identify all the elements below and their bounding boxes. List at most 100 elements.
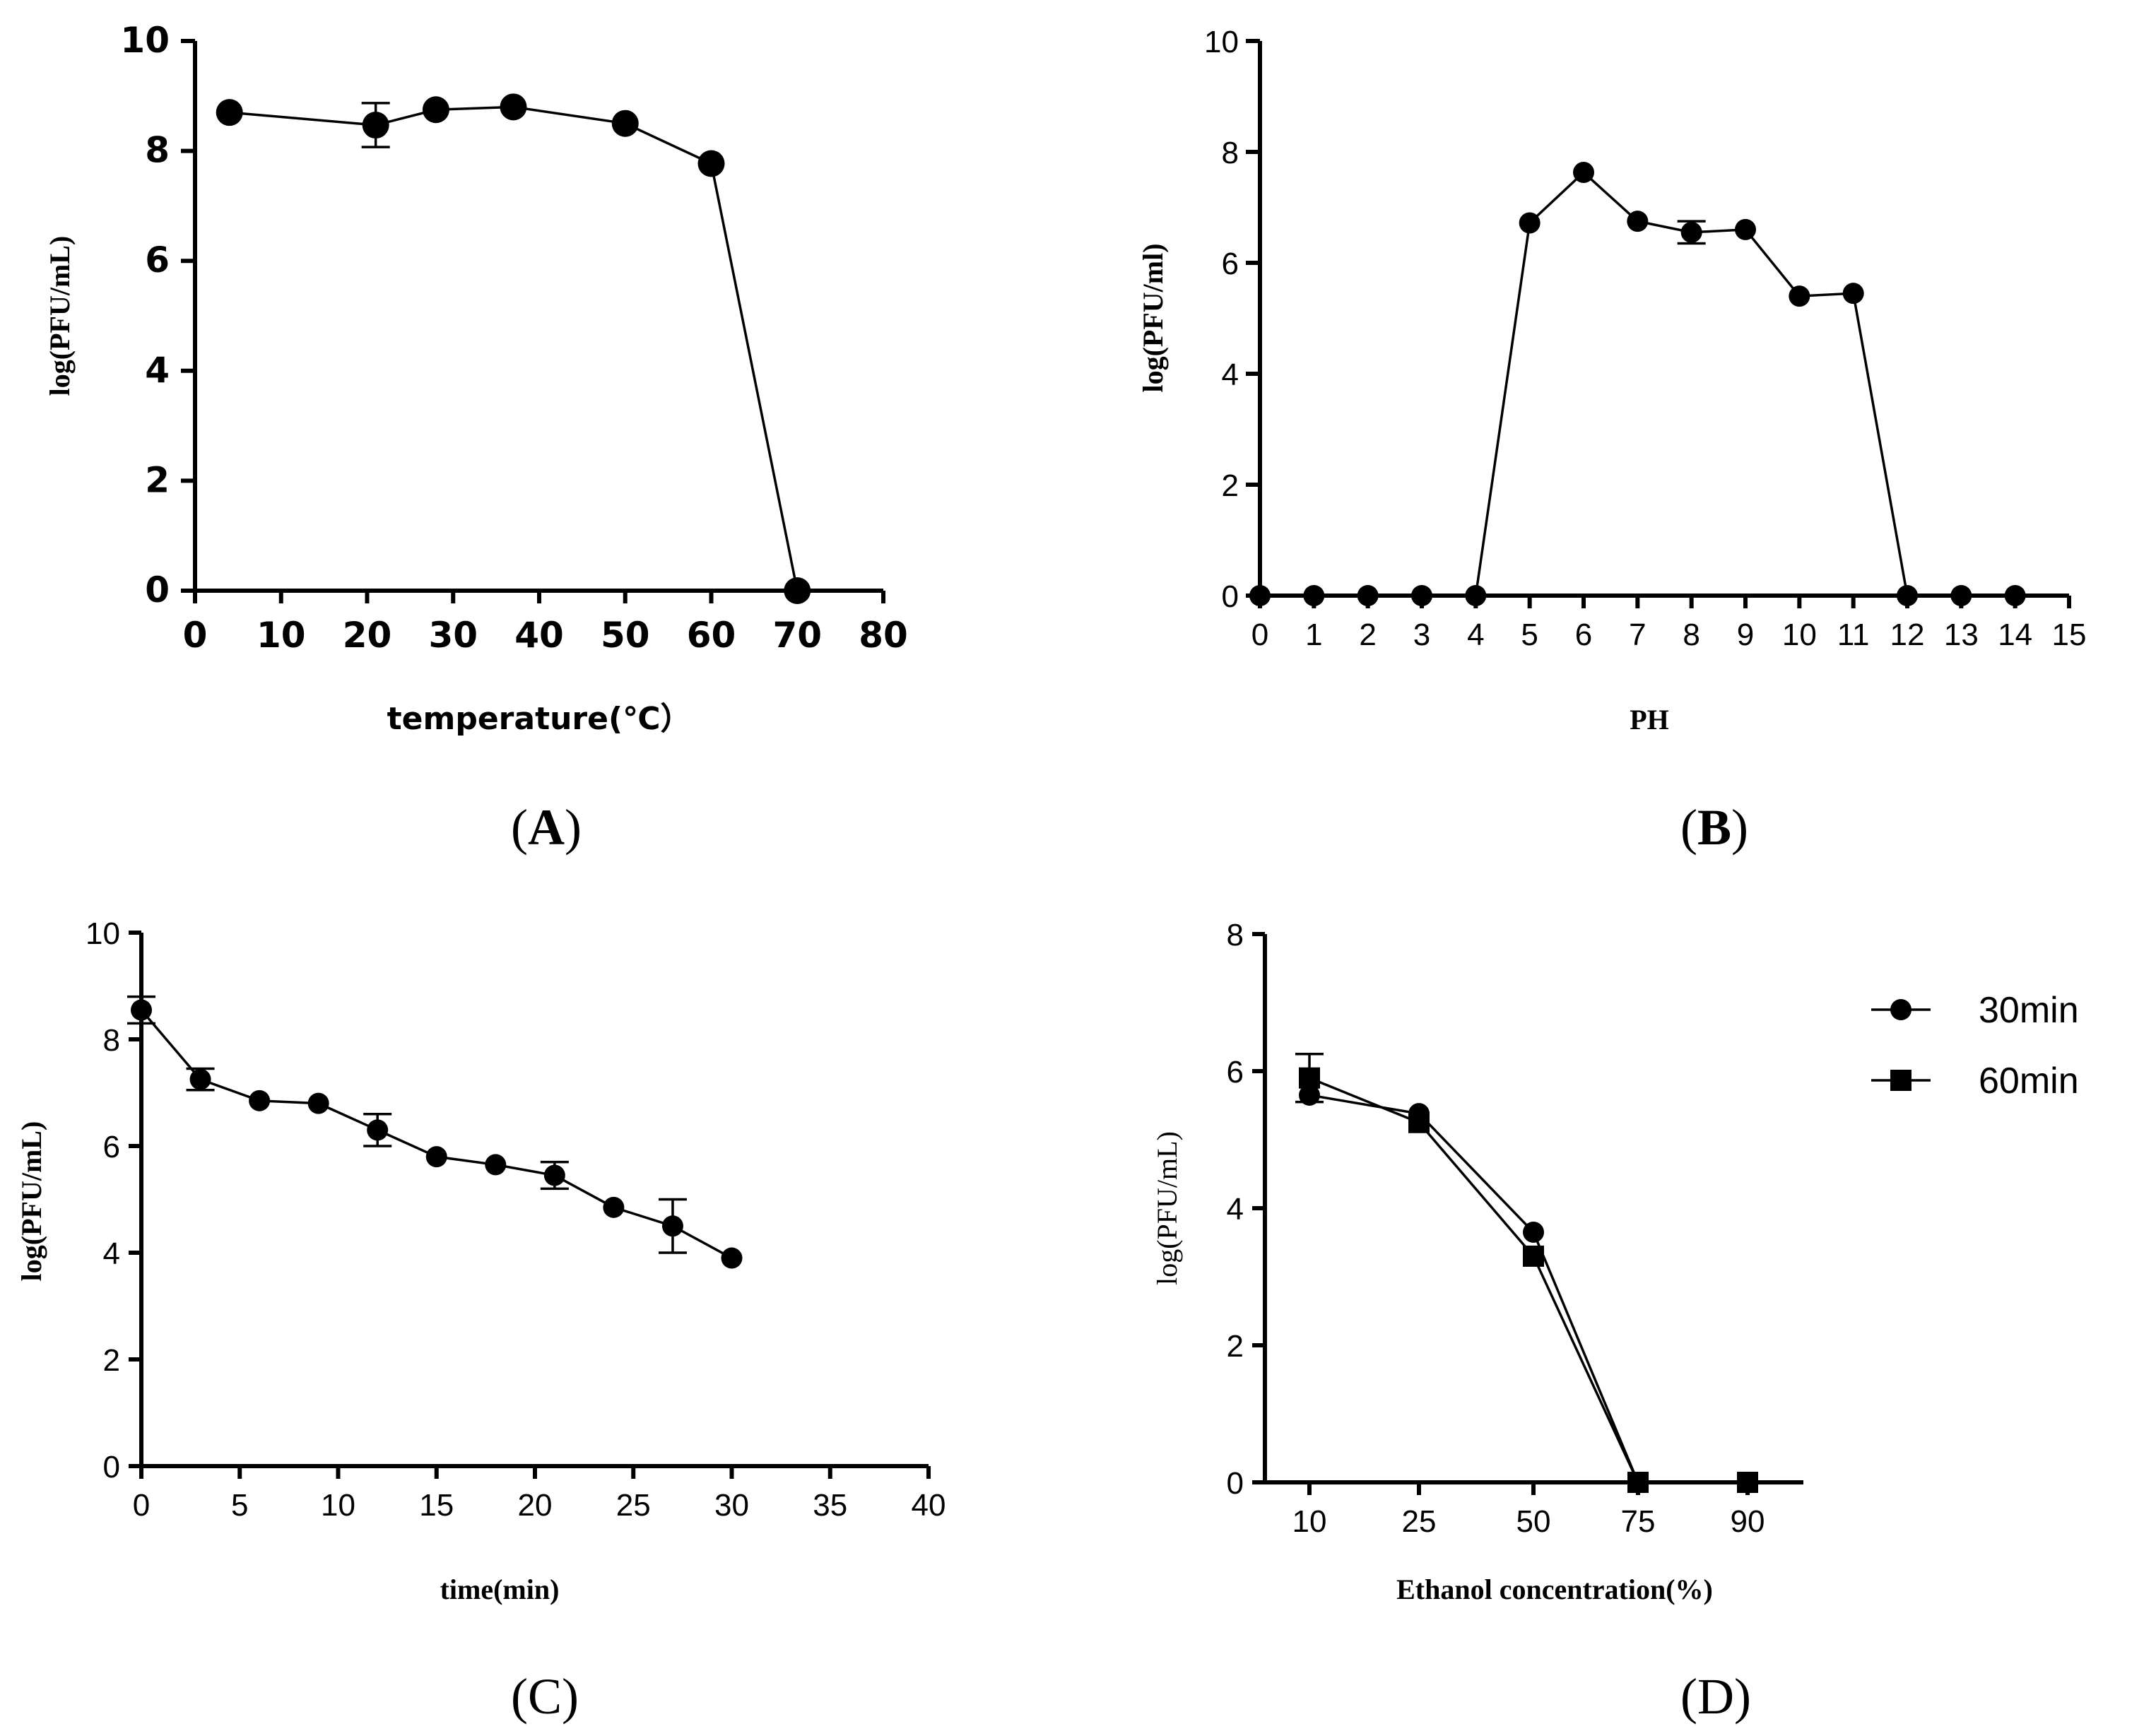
x-tick-label: 5 xyxy=(231,1488,248,1523)
x-tick-label: 25 xyxy=(1402,1504,1437,1539)
data-point xyxy=(307,1092,329,1114)
y-tick-label: 4 xyxy=(1227,1192,1244,1227)
data-point xyxy=(611,110,639,137)
legend-marker-circle xyxy=(1890,999,1911,1020)
data-point xyxy=(422,96,449,124)
x-tick-label: 40 xyxy=(912,1488,946,1523)
x-tick-label: 3 xyxy=(1413,618,1430,652)
data-point xyxy=(2004,585,2026,606)
data-point xyxy=(1411,585,1432,606)
panel-label-letter: C xyxy=(528,1668,562,1725)
x-tick-label: 13 xyxy=(1944,618,1979,652)
panel-label-close: ) xyxy=(565,799,582,856)
chart-panel-c: 0 2 4 6 8 10 0 5 10 15 20 25 30 35 40 time(min) log(PFU/… xyxy=(16,916,946,1725)
y-tick-label: 4 xyxy=(145,350,170,391)
x-tick-label: 10 xyxy=(1782,618,1817,652)
y-tick-label: 4 xyxy=(103,1236,120,1271)
x-tick-label: 6 xyxy=(1575,618,1592,652)
data-point xyxy=(1842,283,1864,305)
y-axis-title: log(PFU/mL) xyxy=(1151,1131,1183,1285)
x-tick-label: 80 xyxy=(859,615,908,656)
x-tick-label: 70 xyxy=(772,615,822,656)
data-point xyxy=(1680,221,1702,243)
data-point-square xyxy=(1737,1472,1758,1493)
y-tick-label: 0 xyxy=(103,1450,120,1484)
y-tick-label: 6 xyxy=(103,1130,120,1164)
x-tick-label: 5 xyxy=(1521,618,1538,652)
x-tick-label: 20 xyxy=(343,615,392,656)
y-axis-title: log(PFU/ml) xyxy=(1137,243,1169,392)
data-point xyxy=(249,1090,271,1111)
x-tick-label: 50 xyxy=(601,615,650,656)
data-point xyxy=(1950,585,1972,606)
x-axis-title: Ethanol concentration(%) xyxy=(1396,1573,1713,1605)
data-point xyxy=(603,1196,625,1218)
panel-label: (C) xyxy=(511,1668,579,1725)
x-tick-label: 90 xyxy=(1731,1504,1765,1539)
y-tick-label: 8 xyxy=(145,130,170,171)
legend-label: 30min xyxy=(1979,990,2079,1031)
chart-panel-a: 0 2 4 6 8 10 0 10 20 30 40 50 60 70 80 temperature(℃） lo… xyxy=(44,20,908,856)
data-point-square xyxy=(1408,1111,1430,1133)
x-tick-label: 10 xyxy=(321,1488,355,1523)
x-tick-label: 10 xyxy=(1292,1504,1327,1539)
series-line xyxy=(1260,170,2015,597)
x-tick-label: 1 xyxy=(1305,618,1322,652)
data-point xyxy=(425,1146,447,1168)
x-tick-label: 20 xyxy=(518,1488,553,1523)
data-point xyxy=(721,1247,743,1269)
y-tick-label: 6 xyxy=(1222,247,1239,281)
y-tick-label: 0 xyxy=(1222,579,1239,614)
panel-label-close: ) xyxy=(562,1668,579,1725)
data-point xyxy=(367,1119,389,1141)
x-axis-title: time(min) xyxy=(440,1573,560,1605)
x-tick-label: 0 xyxy=(183,615,208,656)
panel-label-open: ( xyxy=(1680,1668,1697,1725)
data-point xyxy=(1573,162,1594,184)
y-tick-label: 10 xyxy=(1204,25,1239,59)
series-line xyxy=(140,1009,733,1260)
x-tick-label: 11 xyxy=(1837,618,1870,652)
data-point xyxy=(1523,1221,1544,1243)
panel-label-letter: B xyxy=(1697,799,1731,856)
y-tick-label: 0 xyxy=(1227,1466,1244,1501)
x-tick-label: 30 xyxy=(428,615,478,656)
x-tick-label: 25 xyxy=(616,1488,651,1523)
data-point-square xyxy=(1627,1472,1649,1493)
x-tick-label: 4 xyxy=(1467,618,1484,652)
data-point xyxy=(697,150,725,177)
data-point xyxy=(1465,585,1487,606)
x-tick-label: 12 xyxy=(1890,618,1925,652)
panel-label-open: ( xyxy=(511,1668,528,1725)
y-tick-label: 10 xyxy=(120,20,170,61)
y-tick-label: 8 xyxy=(103,1023,120,1058)
y-tick-label: 8 xyxy=(1222,136,1239,170)
y-axis-title: log(PFU/mL) xyxy=(44,236,76,396)
data-point xyxy=(1519,212,1541,234)
panel-label: (D) xyxy=(1680,1668,1751,1725)
data-point xyxy=(216,99,243,126)
x-tick-label: 30 xyxy=(714,1488,749,1523)
data-point xyxy=(784,577,811,604)
data-point xyxy=(543,1164,565,1186)
data-point xyxy=(1627,211,1649,232)
panel-label-letter: A xyxy=(528,799,565,856)
y-axis-title: log(PFU/mL) xyxy=(16,1121,47,1282)
x-tick-label: 35 xyxy=(813,1488,847,1523)
x-tick-label: 10 xyxy=(257,615,306,656)
series-line xyxy=(229,105,799,591)
x-tick-label: 50 xyxy=(1516,1504,1551,1539)
y-tick-label: 8 xyxy=(1227,918,1244,952)
data-point-square xyxy=(1523,1245,1544,1267)
data-point xyxy=(362,112,389,139)
chart-panel-d: 0 2 4 6 8 10 25 50 75 90 Ethanol concentration(%) l… xyxy=(1151,918,2079,1725)
y-tick-label: 6 xyxy=(1227,1055,1244,1090)
y-tick-label: 2 xyxy=(1222,468,1239,503)
x-tick-label: 75 xyxy=(1621,1504,1656,1539)
legend-marker-square xyxy=(1890,1070,1911,1091)
panel-label-close: ) xyxy=(1731,799,1748,856)
x-tick-label: 15 xyxy=(2052,618,2087,652)
x-tick-label: 0 xyxy=(133,1488,150,1523)
